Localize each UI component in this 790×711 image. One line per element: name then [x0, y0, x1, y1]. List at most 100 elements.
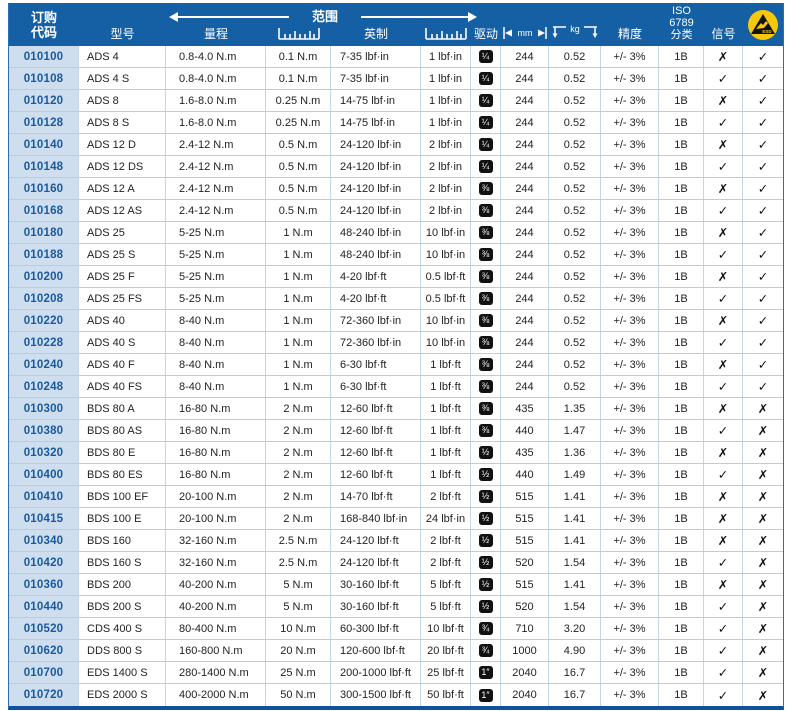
- table-row[interactable]: 010108 ADS 4 S 0.8-4.0 N.m 0.1 N.m 7-35 lbf·…: [9, 68, 783, 90]
- cell-iso-class: 1B: [659, 530, 704, 551]
- cell-drive: 1″: [471, 684, 501, 706]
- table-row[interactable]: 010300 BDS 80 A 16-80 N.m 2 N.m 12-60 lbf·ft…: [9, 398, 783, 420]
- check-icon: ✓: [717, 644, 729, 658]
- cell-iso-class: 1B: [659, 200, 704, 221]
- cell-esd: ✓: [743, 46, 783, 67]
- cross-icon: ✗: [757, 402, 769, 416]
- cell-weight-kg: 0.52: [549, 112, 601, 133]
- cell-drive: ½: [471, 574, 501, 595]
- cell-signal: ✓: [704, 596, 743, 617]
- cell-accuracy: +/- 3%: [601, 90, 659, 111]
- cell-metric-range: 40-200 N.m: [166, 596, 266, 617]
- cell-order-code: 010148: [9, 156, 79, 177]
- cell-drive: ¼: [471, 112, 501, 133]
- table-row[interactable]: 010340 BDS 160 32-160 N.m 2.5 N.m 24-120 lbf…: [9, 530, 783, 552]
- cross-icon: ✗: [757, 424, 769, 438]
- cell-signal: ✗: [704, 574, 743, 595]
- table-row[interactable]: 010520 CDS 400 S 80-400 N.m 10 N.m 60-300 lb…: [9, 618, 783, 640]
- table-row[interactable]: 010415 BDS 100 E 20-100 N.m 2 N.m 168-840 lb…: [9, 508, 783, 530]
- cell-drive: 1″: [471, 662, 501, 683]
- table-row[interactable]: 010128 ADS 8 S 1.6-8.0 N.m 0.25 N.m 14-75 lb…: [9, 112, 783, 134]
- cross-icon: ✗: [717, 358, 729, 372]
- check-icon: ✓: [757, 50, 769, 64]
- table-row[interactable]: 010410 BDS 100 EF 20-100 N.m 2 N.m 14-70 lbf…: [9, 486, 783, 508]
- table-row[interactable]: 010620 DDS 800 S 160-800 N.m 20 N.m 120-600 …: [9, 640, 783, 662]
- table-row[interactable]: 010120 ADS 8 1.6-8.0 N.m 0.25 N.m 14-75 lbf·…: [9, 90, 783, 112]
- table-row[interactable]: 010380 BDS 80 AS 16-80 N.m 2 N.m 12-60 lbf·f…: [9, 420, 783, 442]
- check-icon: ✓: [717, 336, 729, 350]
- check-icon: ✓: [717, 600, 729, 614]
- range-arrow-left-icon: [169, 12, 289, 22]
- table-row[interactable]: 010400 BDS 80 ES 16-80 N.m 2 N.m 12-60 lbf·f…: [9, 464, 783, 486]
- cross-icon: ✗: [757, 666, 769, 680]
- table-row[interactable]: 010240 ADS 40 F 8-40 N.m 1 N.m 6-30 lbf·ft 1 …: [9, 354, 783, 376]
- cell-order-code: 010380: [9, 420, 79, 441]
- cell-drive: ⅜: [471, 200, 501, 221]
- cell-iso-class: 1B: [659, 310, 704, 331]
- table-row[interactable]: 010320 BDS 80 E 16-80 N.m 2 N.m 12-60 lbf·ft…: [9, 442, 783, 464]
- table-row[interactable]: 010700 EDS 1400 S 280-1400 N.m 25 N.m 200-10…: [9, 662, 783, 684]
- cell-model: ADS 40: [79, 310, 166, 331]
- cell-esd: ✗: [743, 464, 783, 485]
- cell-order-code: 010128: [9, 112, 79, 133]
- cell-imperial-range: 12-60 lbf·ft: [331, 398, 421, 419]
- cell-model: ADS 40 FS: [79, 376, 166, 397]
- table-row[interactable]: 010440 BDS 200 S 40-200 N.m 5 N.m 30-160 lbf…: [9, 596, 783, 618]
- cell-metric-range: 0.8-4.0 N.m: [166, 68, 266, 89]
- cell-weight-kg: 0.52: [549, 90, 601, 111]
- check-icon: ✓: [717, 666, 729, 680]
- cell-iso-class: 1B: [659, 618, 704, 639]
- cell-metric-graduation: 0.5 N.m: [266, 134, 331, 155]
- cell-imperial-range: 24-120 lbf·in: [331, 178, 421, 199]
- table-row[interactable]: 010360 BDS 200 40-200 N.m 5 N.m 30-160 lbf·f…: [9, 574, 783, 596]
- table-row[interactable]: 010420 BDS 160 S 32-160 N.m 2.5 N.m 24-120 l…: [9, 552, 783, 574]
- cell-drive: ⅜: [471, 178, 501, 199]
- table-row[interactable]: 010180 ADS 25 5-25 N.m 1 N.m 48-240 lbf·in 10…: [9, 222, 783, 244]
- drive-size-icon: ¾: [478, 644, 493, 657]
- table-row[interactable]: 010208 ADS 25 FS 5-25 N.m 1 N.m 4-20 lbf·ft 0…: [9, 288, 783, 310]
- table-row[interactable]: 010188 ADS 25 S 5-25 N.m 1 N.m 48-240 lbf·in…: [9, 244, 783, 266]
- cell-metric-range: 400-2000 N.m: [166, 684, 266, 706]
- cell-accuracy: +/- 3%: [601, 640, 659, 661]
- cell-imperial-graduation: 50 lbf·ft: [421, 684, 471, 706]
- cell-accuracy: +/- 3%: [601, 552, 659, 573]
- cell-length-mm: 515: [501, 486, 549, 507]
- cell-drive: ⅜: [471, 244, 501, 265]
- cell-order-code: 010520: [9, 618, 79, 639]
- cell-metric-range: 16-80 N.m: [166, 398, 266, 419]
- cell-drive: ⅜: [471, 354, 501, 375]
- cell-metric-range: 8-40 N.m: [166, 332, 266, 353]
- table-row[interactable]: 010140 ADS 12 D 2.4-12 N.m 0.5 N.m 24-120 lb…: [9, 134, 783, 156]
- table-row[interactable]: 010248 ADS 40 FS 8-40 N.m 1 N.m 6-30 lbf·ft 1…: [9, 376, 783, 398]
- table-row[interactable]: 010100 ADS 4 0.8-4.0 N.m 0.1 N.m 7-35 lbf·in…: [9, 46, 783, 68]
- cell-order-code: 010410: [9, 486, 79, 507]
- drive-size-icon: ¼: [478, 138, 493, 151]
- cell-metric-range: 20-100 N.m: [166, 486, 266, 507]
- cell-metric-graduation: 5 N.m: [266, 596, 331, 617]
- table-row[interactable]: 010168 ADS 12 AS 2.4-12 N.m 0.5 N.m 24-120 l…: [9, 200, 783, 222]
- cell-metric-graduation: 1 N.m: [266, 376, 331, 397]
- table-row[interactable]: 010220 ADS 40 8-40 N.m 1 N.m 72-360 lbf·in 10…: [9, 310, 783, 332]
- cell-signal: ✗: [704, 310, 743, 331]
- table-row[interactable]: 010160 ADS 12 A 2.4-12 N.m 0.5 N.m 24-120 lb…: [9, 178, 783, 200]
- table-row[interactable]: 010228 ADS 40 S 8-40 N.m 1 N.m 72-360 lbf·in…: [9, 332, 783, 354]
- cell-length-mm: 1000: [501, 640, 549, 661]
- cell-signal: ✓: [704, 156, 743, 177]
- cell-model: ADS 25 FS: [79, 288, 166, 309]
- cell-model: BDS 80 E: [79, 442, 166, 463]
- cross-icon: ✗: [717, 314, 729, 328]
- cross-icon: ✗: [717, 182, 729, 196]
- cell-metric-graduation: 1 N.m: [266, 310, 331, 331]
- table-row[interactable]: 010720 EDS 2000 S 400-2000 N.m 50 N.m 300-15…: [9, 684, 783, 706]
- cell-signal: ✓: [704, 68, 743, 89]
- cell-weight-kg: 3.20: [549, 618, 601, 639]
- table-row[interactable]: 010200 ADS 25 F 5-25 N.m 1 N.m 4-20 lbf·ft 0.…: [9, 266, 783, 288]
- cell-drive: ½: [471, 552, 501, 573]
- cell-imperial-range: 200-1000 lbf·ft: [331, 662, 421, 683]
- cell-drive: ½: [471, 508, 501, 529]
- cell-iso-class: 1B: [659, 486, 704, 507]
- svg-text:kg: kg: [570, 24, 580, 34]
- cell-signal: ✗: [704, 486, 743, 507]
- table-row[interactable]: 010148 ADS 12 DS 2.4-12 N.m 0.5 N.m 24-120 l…: [9, 156, 783, 178]
- cell-imperial-range: 4-20 lbf·ft: [331, 266, 421, 287]
